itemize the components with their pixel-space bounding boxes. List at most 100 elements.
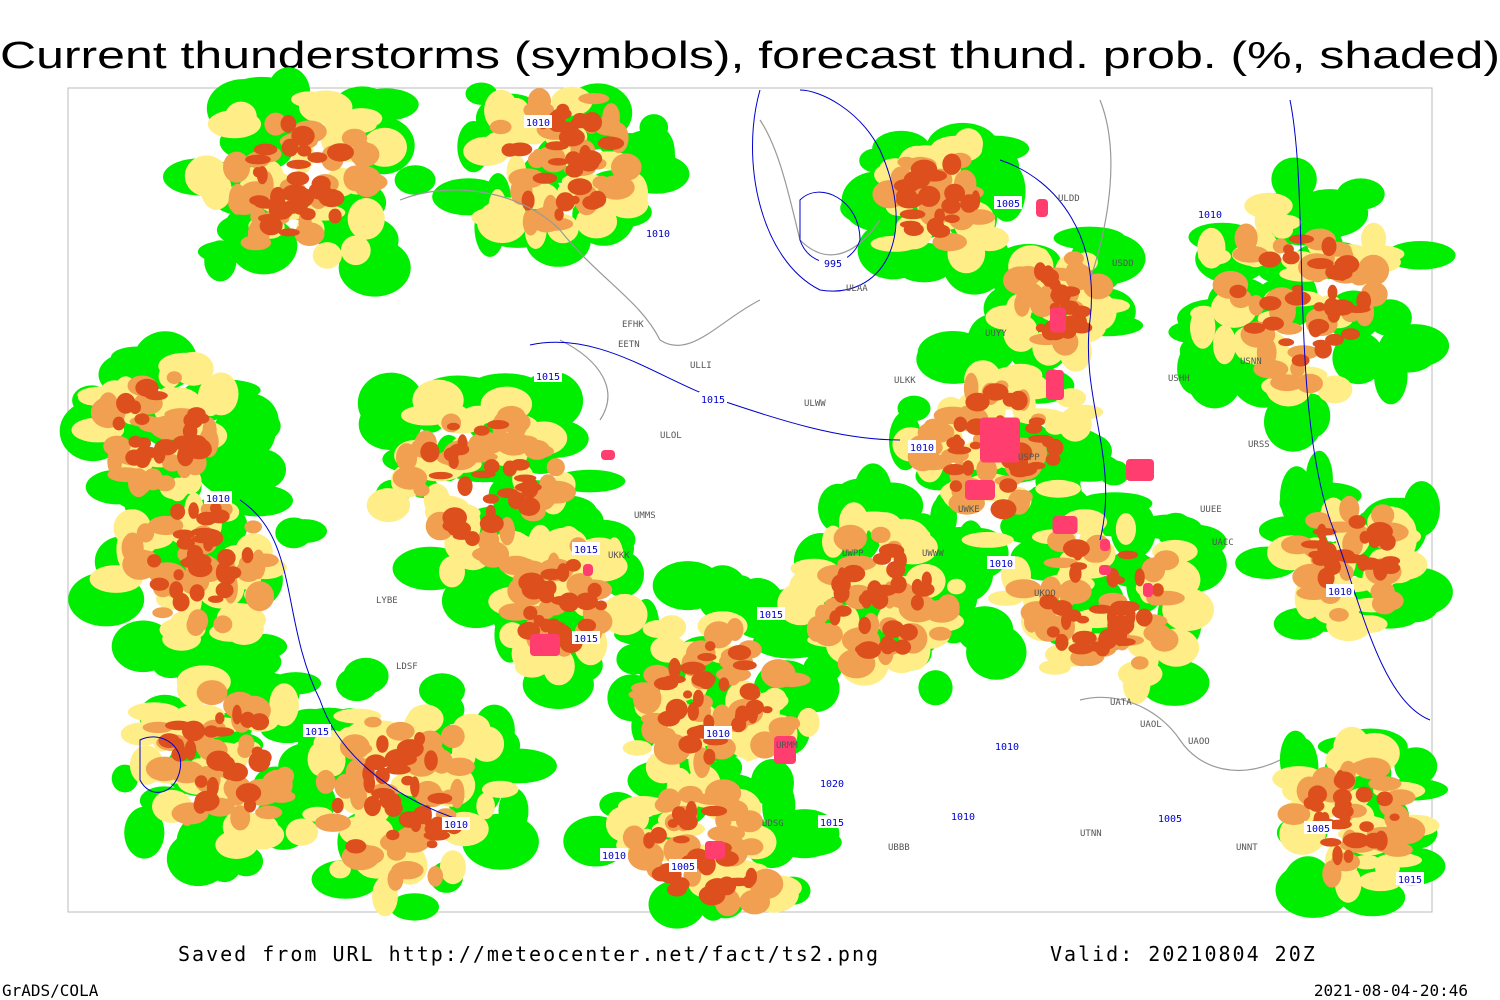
shade-blob bbox=[281, 138, 299, 157]
station-label: ULKK bbox=[894, 376, 916, 386]
shade-blob bbox=[188, 502, 199, 519]
title: Current thunderstorms (symbols), forecas… bbox=[0, 35, 1500, 77]
coastline bbox=[399, 189, 761, 346]
shade-blob bbox=[386, 721, 415, 741]
timestamp: 2021-08-04-20:46 bbox=[1314, 981, 1468, 1000]
shade-blob bbox=[1394, 747, 1438, 786]
isobar-label: 1005 bbox=[996, 199, 1020, 210]
shade-blob bbox=[1041, 435, 1052, 448]
shade-blob bbox=[153, 656, 189, 679]
shade-blob bbox=[424, 750, 438, 771]
shade-blob bbox=[575, 592, 598, 611]
shade-blob bbox=[251, 746, 263, 758]
shade-blob bbox=[1325, 333, 1344, 346]
shade-blob bbox=[673, 835, 690, 844]
shade-blob bbox=[882, 620, 905, 638]
shade-blob bbox=[577, 618, 597, 633]
shade-blob bbox=[678, 813, 698, 831]
shade-blob bbox=[943, 464, 967, 476]
shade-blob bbox=[620, 804, 649, 833]
shade-blob bbox=[426, 840, 438, 849]
shade-blob bbox=[650, 827, 667, 844]
shade-blob bbox=[188, 609, 209, 633]
isobar-label-bg bbox=[204, 491, 232, 504]
shade-blob bbox=[1098, 629, 1118, 650]
shade-blob bbox=[300, 208, 316, 221]
isobar bbox=[999, 159, 1107, 541]
station-label: UWKE bbox=[958, 505, 980, 515]
shade-blob bbox=[165, 720, 192, 731]
shade-blob bbox=[240, 235, 272, 251]
isobar-label-bg bbox=[524, 115, 552, 128]
isobar-label-bg bbox=[600, 848, 628, 861]
isobar-label-bg bbox=[757, 607, 785, 620]
shade-blob bbox=[543, 194, 558, 223]
station-label: USPP bbox=[1018, 453, 1040, 463]
storm-cluster bbox=[1126, 459, 1154, 481]
shade-blob bbox=[217, 549, 236, 567]
shade-blob bbox=[449, 778, 465, 809]
shade-blob bbox=[484, 89, 519, 132]
station-label: UDSG bbox=[762, 819, 784, 829]
shade-blob bbox=[893, 179, 920, 193]
shade-blob bbox=[1317, 567, 1335, 589]
shade-blob bbox=[555, 192, 576, 212]
shade-blob bbox=[595, 600, 607, 611]
shade-blob bbox=[653, 677, 679, 691]
station-label: UAOL bbox=[1140, 720, 1162, 730]
isobar-label-bg bbox=[1326, 584, 1354, 597]
shade-blob bbox=[537, 480, 576, 504]
station-label: URSS bbox=[1248, 440, 1270, 450]
shade-blob bbox=[166, 371, 182, 384]
isobar-label-bg bbox=[572, 631, 600, 644]
shade-blob bbox=[1112, 600, 1140, 613]
shade-blob bbox=[1368, 532, 1381, 549]
station-label: UAOO bbox=[1188, 737, 1210, 747]
shade-blob bbox=[525, 444, 555, 458]
storm-cluster bbox=[1046, 370, 1064, 400]
shade-blob bbox=[364, 761, 389, 769]
shade-blob bbox=[911, 578, 924, 595]
shade-blob bbox=[894, 639, 912, 655]
storm-symbols bbox=[530, 199, 1154, 859]
shade-blob bbox=[149, 577, 170, 591]
shade-blob bbox=[286, 171, 310, 186]
source-url: Saved from URL http://meteocenter.net/fa… bbox=[178, 942, 880, 966]
shade-blob bbox=[749, 868, 784, 900]
shade-blob bbox=[1325, 265, 1343, 280]
shade-blob bbox=[345, 839, 367, 854]
shade-blob bbox=[243, 797, 257, 813]
shade-blob bbox=[1039, 268, 1059, 285]
shade-blob bbox=[642, 620, 674, 638]
isobar-label: 1015 bbox=[305, 727, 329, 738]
storm-cluster bbox=[774, 736, 796, 764]
shade-blob bbox=[1043, 557, 1079, 569]
shade-blob bbox=[965, 392, 990, 412]
shade-blob bbox=[1277, 803, 1311, 825]
shade-blob bbox=[745, 699, 765, 715]
shade-blob bbox=[343, 657, 389, 695]
shade-blob bbox=[483, 459, 500, 474]
shade-blob bbox=[929, 626, 952, 641]
isobar-label: 1005 bbox=[671, 862, 695, 873]
shade-blob bbox=[1058, 579, 1092, 604]
shade-blob bbox=[546, 618, 561, 633]
shade-blob bbox=[251, 549, 266, 580]
shade-blob bbox=[1141, 557, 1166, 583]
shade-blob bbox=[523, 606, 538, 620]
shade-blob bbox=[278, 228, 300, 237]
shade-blob bbox=[1309, 800, 1325, 812]
shade-blob bbox=[1071, 630, 1097, 646]
isobar-label-bg bbox=[669, 859, 697, 872]
shade-blob bbox=[858, 616, 871, 635]
shade-blob bbox=[1352, 855, 1381, 870]
shade-blob bbox=[362, 764, 375, 784]
shade-blob bbox=[215, 582, 234, 599]
isobar-label: 1010 bbox=[602, 851, 626, 862]
shade-blob bbox=[910, 594, 924, 611]
shade-blob bbox=[1355, 786, 1373, 803]
station-label: UACC bbox=[1212, 538, 1234, 548]
shade-blob bbox=[917, 185, 941, 207]
isobar-label-bg bbox=[303, 724, 331, 737]
isobar bbox=[1289, 99, 1431, 721]
